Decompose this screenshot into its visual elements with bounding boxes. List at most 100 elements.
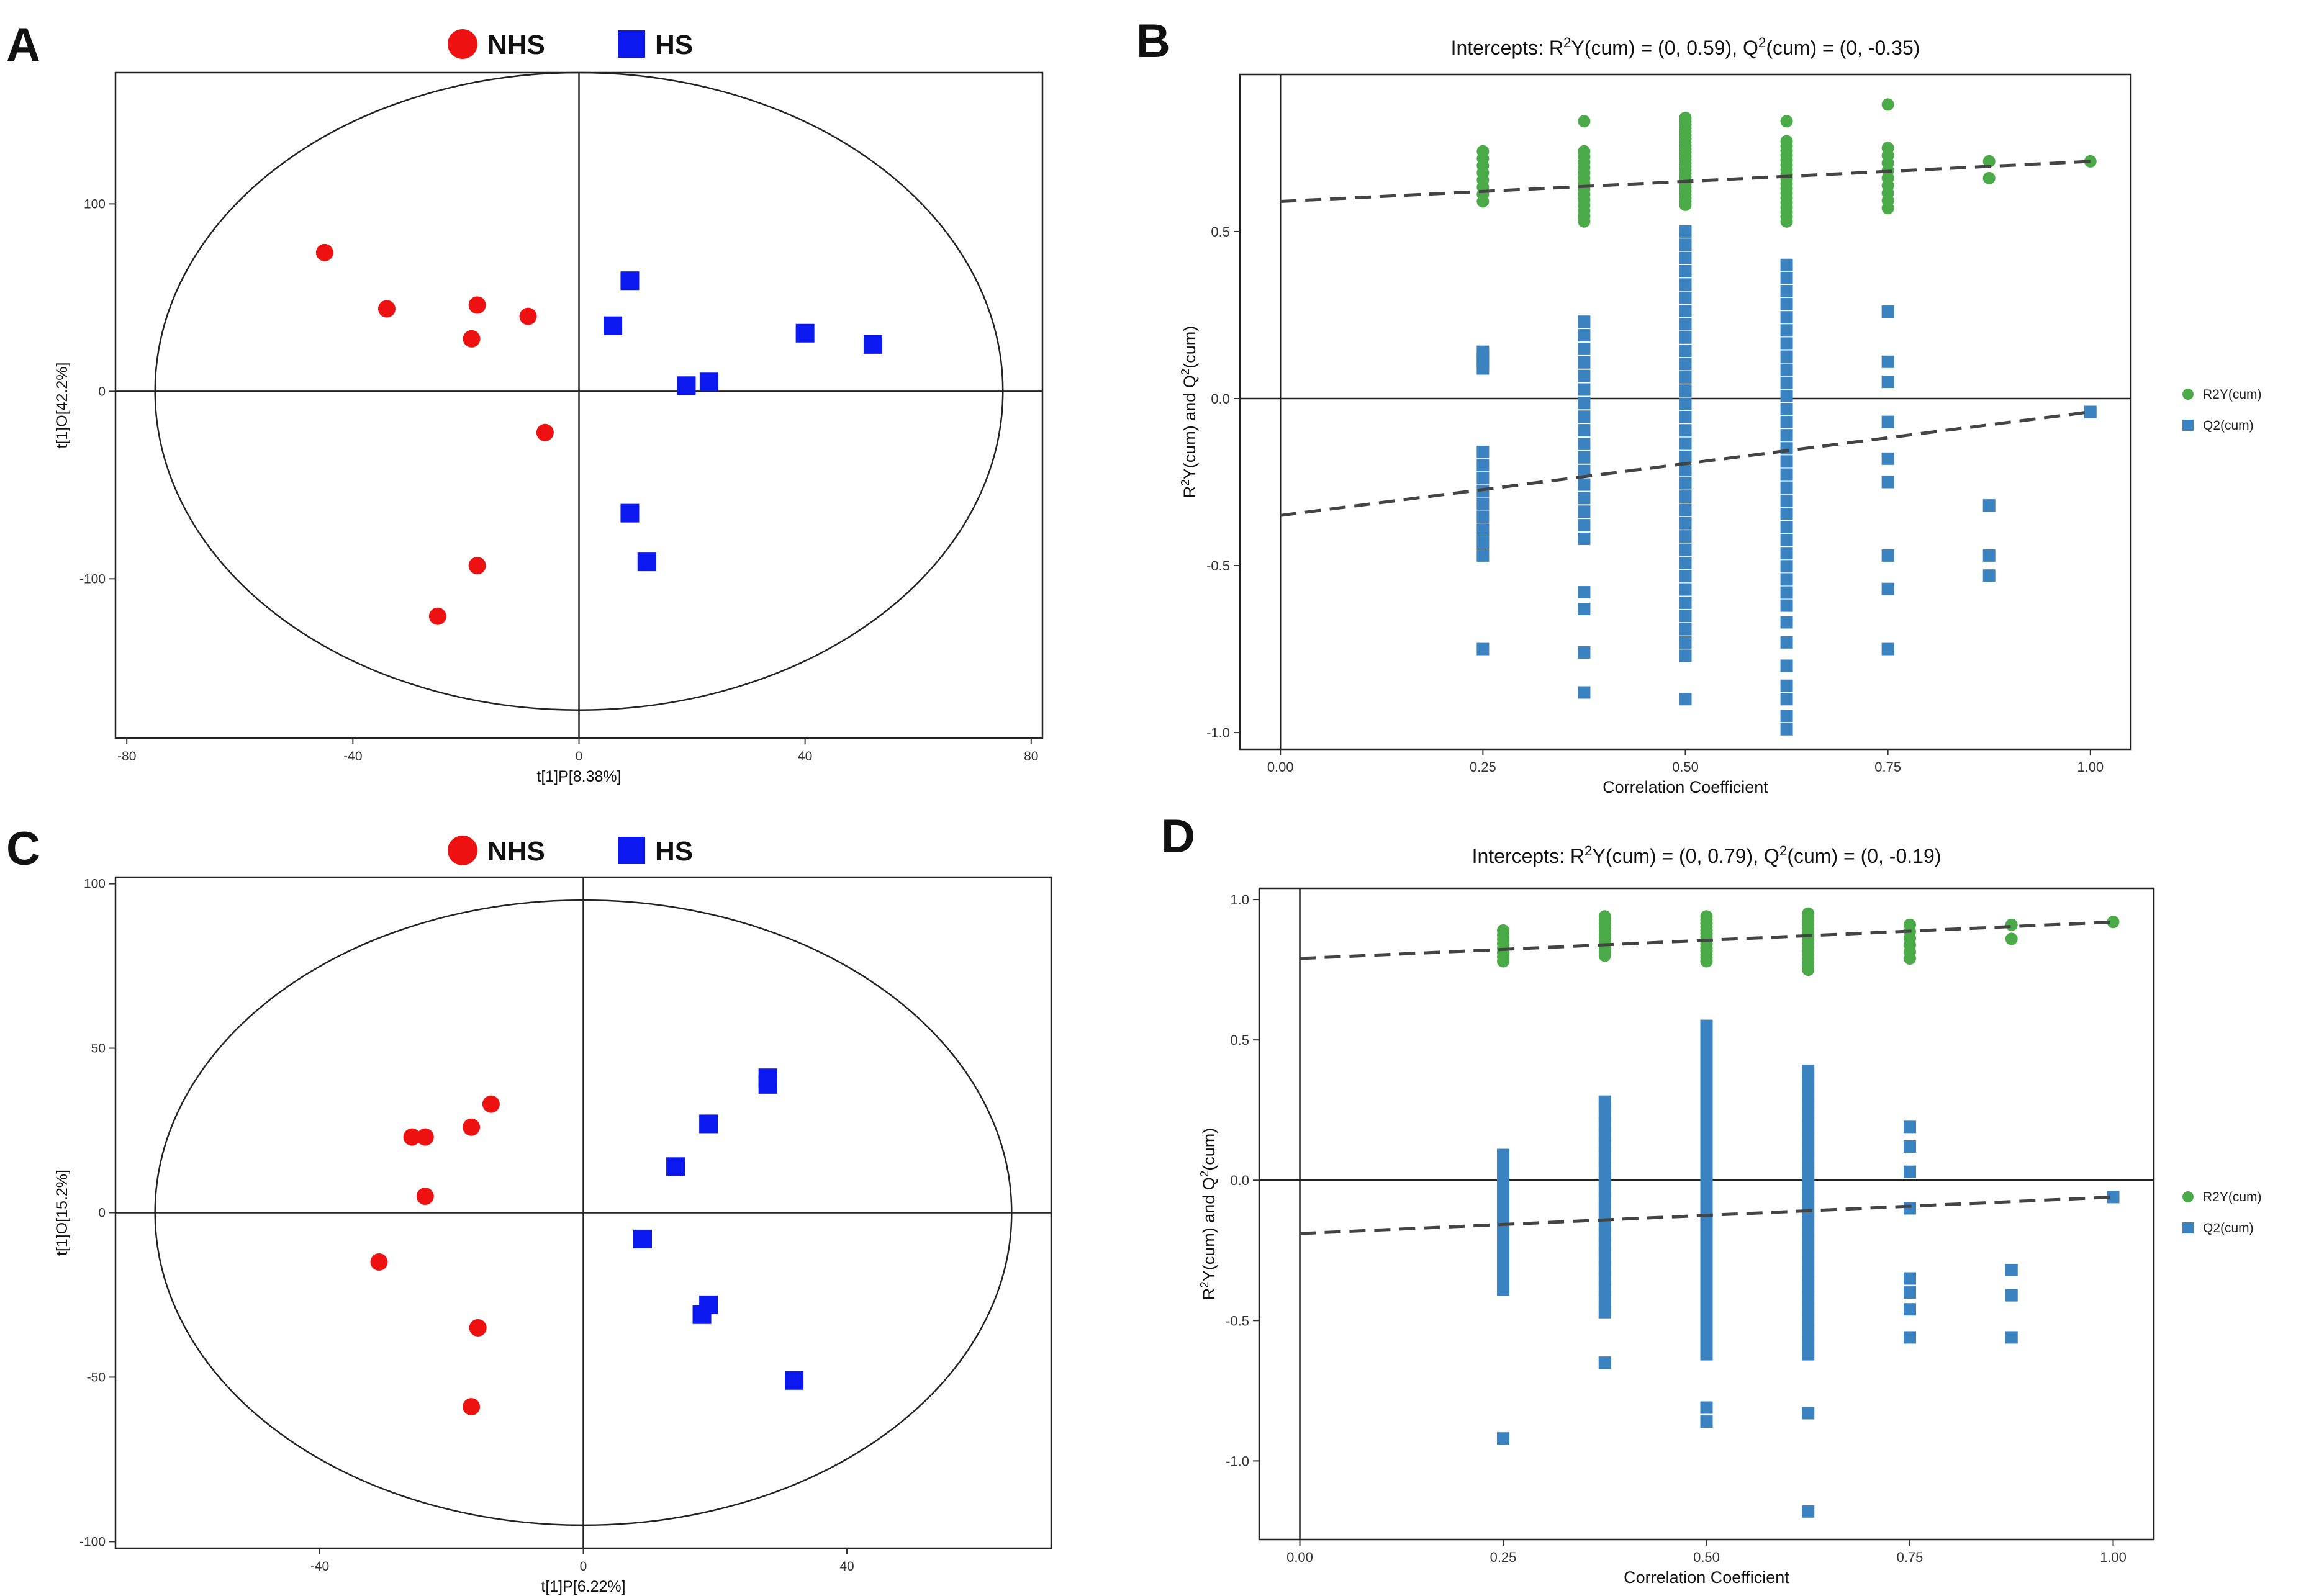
point-r2y: [1904, 918, 1916, 931]
point-q2: [1700, 1268, 1713, 1281]
point-q2: [1578, 424, 1591, 437]
x-tick-label: 1.00: [2077, 759, 2104, 775]
point-q2: [1780, 679, 1793, 692]
y-tick-label: -1.0: [1226, 1453, 1249, 1469]
point-q2: [1598, 1195, 1611, 1208]
point-q2: [1802, 1212, 1815, 1225]
point-q2: [1780, 560, 1793, 573]
point-nhs: [468, 557, 486, 575]
point-hs: [699, 1114, 718, 1134]
point-q2: [1802, 1189, 1815, 1202]
y-tick-label: 100: [84, 877, 106, 891]
point-hs: [795, 323, 815, 343]
point-q2: [1679, 450, 1692, 463]
legend-nhs-marker: [448, 836, 477, 865]
point-q2: [1679, 623, 1692, 636]
point-q2: [1904, 1303, 1916, 1316]
point-q2: [1497, 1204, 1509, 1217]
point-q2: [1578, 586, 1591, 599]
point-q2: [1881, 549, 1894, 562]
point-q2: [1679, 636, 1692, 649]
point-q2: [1780, 507, 1793, 520]
point-q2: [1802, 1132, 1815, 1145]
point-q2: [1904, 1331, 1916, 1344]
point-q2: [1578, 410, 1591, 423]
y-tick-label: -100: [79, 1535, 106, 1549]
point-q2: [1598, 1273, 1611, 1286]
point-q2: [1679, 358, 1692, 371]
point-q2: [1476, 642, 1490, 656]
point-q2: [1700, 1223, 1713, 1236]
point-q2: [1780, 455, 1793, 468]
point-q2: [1780, 573, 1793, 586]
point-q2: [1700, 1314, 1713, 1327]
x-axis-label: Correlation Coefficient: [1603, 778, 1768, 796]
point-nhs: [519, 307, 537, 325]
point-q2: [1497, 1216, 1509, 1229]
point-q2: [1700, 1246, 1713, 1259]
plot-legend: NHS HS: [448, 836, 693, 867]
point-q2: [1700, 1291, 1713, 1304]
point-q2: [1700, 1030, 1713, 1044]
point-q2: [1497, 1148, 1509, 1161]
point-q2: [1598, 1184, 1611, 1197]
point-hs: [620, 503, 640, 523]
y-tick-label: -0.5: [1206, 558, 1230, 574]
legend-nhs-label: NHS: [487, 30, 545, 60]
point-q2: [1881, 642, 1894, 656]
point-q2: [1802, 1064, 1815, 1077]
point-q2: [1700, 1325, 1713, 1338]
point-q2: [1881, 582, 1894, 595]
point-q2: [1802, 1087, 1815, 1100]
point-hs: [677, 376, 696, 395]
point-q2: [1802, 1348, 1815, 1361]
point-q2: [1679, 318, 1692, 331]
point-q2: [1802, 1155, 1815, 1168]
point-nhs: [468, 296, 486, 314]
point-q2: [1780, 520, 1793, 533]
point-q2: [1802, 1279, 1815, 1292]
point-r2y: [1881, 142, 1894, 155]
point-q2: [2005, 1331, 2018, 1344]
point-q2: [1802, 1143, 1815, 1156]
y-tick-label: 0.5: [1211, 224, 1230, 240]
hotelling-ellipse: [154, 899, 1013, 1526]
point-hs: [785, 1371, 804, 1390]
point-q2: [1802, 1098, 1815, 1111]
legend-r2y-label: R2Y(cum): [2203, 1190, 2262, 1204]
y-axis-label: R2Y(cum) and Q2(cum): [1179, 326, 1200, 498]
x-tick-label: 0: [576, 749, 583, 764]
point-q2: [1598, 1095, 1611, 1108]
x-tick-label: 0.50: [1672, 759, 1699, 775]
point-q2: [1679, 225, 1692, 238]
point-q2: [1679, 610, 1692, 623]
point-q2: [2107, 1191, 2120, 1204]
y-tick-label: -50: [87, 1370, 106, 1384]
point-q2: [1598, 1173, 1611, 1186]
y-tick-label: 1.0: [1230, 892, 1249, 908]
point-q2: [1780, 481, 1793, 494]
point-q2: [1780, 534, 1793, 547]
point-q2: [1679, 305, 1692, 318]
point-r2y: [1982, 155, 1996, 168]
point-q2: [1497, 1227, 1509, 1240]
point-q2: [1904, 1120, 1916, 1134]
point-q2: [1497, 1272, 1509, 1285]
point-q2: [1802, 1291, 1815, 1304]
point-q2: [1802, 1109, 1815, 1122]
point-q2: [1598, 1206, 1611, 1219]
point-q2: [1679, 291, 1692, 304]
point-q2: [1598, 1129, 1611, 1142]
point-hs: [620, 271, 640, 291]
regression-line: [1280, 410, 2091, 517]
point-q2: [1679, 583, 1692, 596]
point-r2y: [1476, 145, 1490, 158]
point-q2: [1679, 649, 1692, 662]
point-q2: [1780, 710, 1793, 723]
point-q2: [1578, 329, 1591, 342]
point-hs: [699, 372, 718, 392]
point-q2: [1598, 1261, 1611, 1274]
point-q2: [1802, 1314, 1815, 1327]
y-tick-label: 0.5: [1230, 1032, 1249, 1048]
panel-letter: A: [6, 19, 40, 71]
